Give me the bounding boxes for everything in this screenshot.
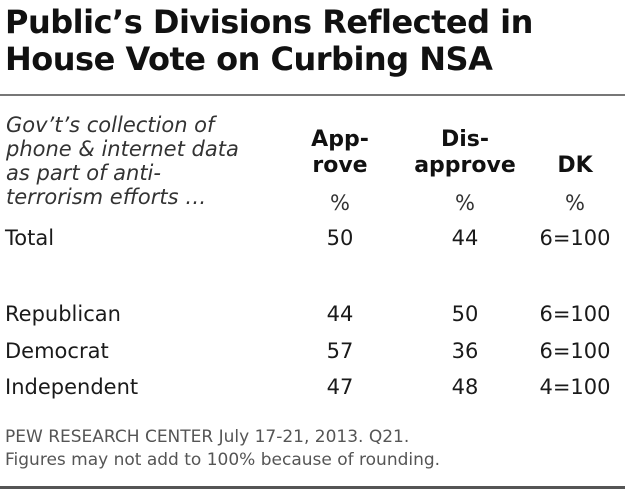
- row-label-republican: Republican: [5, 302, 121, 326]
- column-header-approve-line-2: rove: [312, 153, 368, 178]
- row-label-independent: Independent: [5, 375, 139, 399]
- column-header-disapprove-line-1: Dis-: [440, 127, 490, 152]
- column-header-dk-line-2: DK: [557, 153, 593, 178]
- unit-approve: %: [330, 191, 350, 215]
- row-label-democrat: Democrat: [5, 339, 109, 363]
- cell-total-dk: 6=100: [539, 226, 611, 250]
- stub-line-1: Gov’t’s collection of: [6, 113, 215, 137]
- column-header-approve-line-1: App-: [311, 127, 369, 152]
- cell-total-approve: 50: [326, 226, 354, 250]
- source-note: PEW RESEARCH CENTER July 17-21, 2013. Q2…: [5, 426, 440, 472]
- cell-republican-disapprove: 50: [451, 302, 479, 326]
- cell-democrat-disapprove: 36: [451, 339, 479, 363]
- question-stub: Gov’t’s collection of phone & internet d…: [6, 113, 276, 209]
- stub-line-4: terrorism efforts …: [6, 185, 207, 209]
- column-header-disapprove: Dis- approve: [405, 127, 525, 179]
- bottom-rule: [0, 486, 625, 489]
- source-line-2: Figures may not add to 100% because of r…: [5, 450, 441, 470]
- column-header-dk-line-1: [535, 127, 615, 153]
- cell-democrat-approve: 57: [326, 339, 354, 363]
- title-line-2: House Vote on Curbing NSA: [5, 40, 493, 78]
- row-label-total: Total: [5, 226, 55, 250]
- cell-independent-dk: 4=100: [539, 375, 611, 399]
- cell-independent-disapprove: 48: [451, 375, 479, 399]
- cell-total-disapprove: 44: [451, 226, 479, 250]
- source-line-1: PEW RESEARCH CENTER July 17-21, 2013. Q2…: [5, 427, 410, 447]
- top-rule: [0, 94, 625, 96]
- cell-democrat-dk: 6=100: [539, 339, 611, 363]
- column-header-disapprove-line-2: approve: [414, 153, 516, 178]
- title-line-1: Public’s Divisions Reflected in: [5, 3, 533, 41]
- stub-line-2: phone & internet data: [6, 137, 239, 161]
- stub-line-3: as part of anti-: [6, 161, 161, 185]
- chart-title: Public’s Divisions Reflected in House Vo…: [5, 4, 615, 78]
- cell-republican-dk: 6=100: [539, 302, 611, 326]
- unit-disapprove: %: [455, 191, 475, 215]
- cell-republican-approve: 44: [326, 302, 354, 326]
- cell-independent-approve: 47: [326, 375, 354, 399]
- unit-dk: %: [565, 191, 585, 215]
- column-header-dk: DK: [535, 127, 615, 179]
- column-header-approve: App- rove: [290, 127, 390, 179]
